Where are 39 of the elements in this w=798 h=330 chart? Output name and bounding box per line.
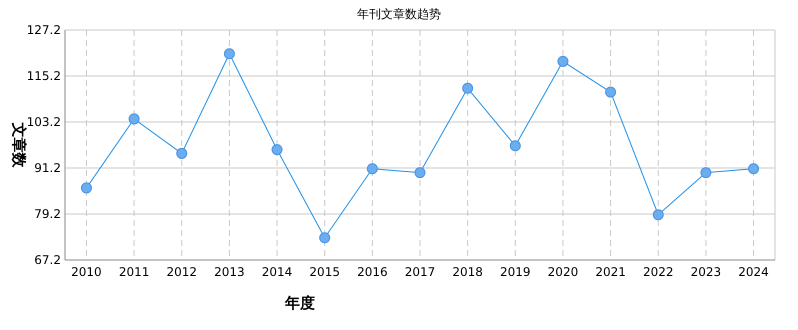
- x-tick-label: 2024: [738, 265, 769, 279]
- point: [557, 56, 568, 67]
- point: [366, 163, 378, 174]
- x-tick-label: 2021: [595, 265, 626, 279]
- x-tick-label: 2023: [690, 265, 722, 279]
- point: [319, 232, 330, 244]
- point: [414, 167, 426, 178]
- x-tick-label: 2019: [500, 265, 531, 279]
- x-tick-label: 2020: [548, 265, 578, 279]
- point: [605, 86, 616, 98]
- point: [224, 48, 235, 60]
- chart-title: 年刊文章数趋势: [357, 7, 441, 21]
- x-tick-label: 2010: [71, 265, 102, 279]
- point: [128, 113, 140, 124]
- point: [462, 82, 474, 94]
- x-tick-label: 2013: [214, 265, 245, 279]
- point: [510, 140, 521, 152]
- x-axis-title: 年度: [284, 294, 315, 312]
- y-tick-label: 79.2: [34, 207, 61, 222]
- y-tick-label: 91.2: [34, 161, 61, 176]
- y-tick-label: 67.2: [34, 253, 61, 268]
- point: [176, 148, 188, 159]
- x-tick-label: 2022: [642, 265, 674, 279]
- x-tick-label: 2016: [357, 265, 388, 279]
- y-axis-title: 文章数: [10, 122, 28, 168]
- y-tick-label: 115.2: [26, 69, 61, 84]
- point: [700, 167, 712, 178]
- x-tick-label: 2018: [452, 265, 483, 279]
- point: [272, 144, 283, 156]
- x-tick-label: 2011: [118, 265, 150, 279]
- y-tick-label: 127.2: [26, 23, 61, 38]
- x-tick-label: 2014: [262, 265, 292, 279]
- point: [652, 209, 664, 220]
- x-tick-label: 2017: [404, 265, 436, 279]
- point: [748, 163, 760, 174]
- x-tick-label: 2012: [166, 265, 198, 279]
- y-tick-label: 103.2: [26, 115, 61, 130]
- point: [80, 182, 92, 194]
- x-tick-label: 2015: [309, 265, 340, 279]
